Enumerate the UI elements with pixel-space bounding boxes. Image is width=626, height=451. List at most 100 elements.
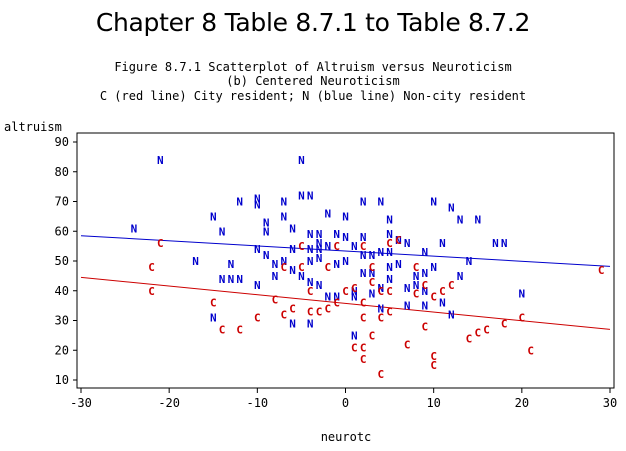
point-c: C <box>298 240 305 253</box>
fit-line-n <box>80 235 611 267</box>
point-n: N <box>369 288 376 301</box>
point-n: N <box>236 273 243 286</box>
point-n: N <box>395 258 402 271</box>
point-n: N <box>289 243 296 256</box>
point-n: N <box>351 329 358 342</box>
x-tick-label: 30 <box>603 396 617 410</box>
point-c: C <box>422 279 429 292</box>
point-c: C <box>422 320 429 333</box>
point-c: C <box>386 285 393 298</box>
point-n: N <box>422 246 429 259</box>
point-n: N <box>316 252 323 265</box>
point-n: N <box>280 196 287 209</box>
point-n: N <box>131 222 138 235</box>
point-n: N <box>263 216 270 229</box>
y-tick-label: 90 <box>55 135 69 149</box>
point-c: C <box>404 338 411 351</box>
point-n: N <box>333 228 340 241</box>
point-n: N <box>501 237 508 250</box>
point-n: N <box>439 237 446 250</box>
point-c: C <box>333 240 340 253</box>
point-n: N <box>298 154 305 167</box>
point-n: N <box>439 297 446 310</box>
point-c: C <box>439 285 446 298</box>
point-c: C <box>369 329 376 342</box>
point-n: N <box>325 291 332 304</box>
point-c: C <box>386 306 393 319</box>
point-n: N <box>466 255 473 268</box>
axes-layer: 10 20 30 40 50 60 70 80 90 -30 -20 -10 0 10 20 30 <box>55 132 617 410</box>
point-c: C <box>413 261 420 274</box>
point-n: N <box>492 237 499 250</box>
point-c: C <box>316 306 323 319</box>
point-n: N <box>254 193 261 206</box>
point-n: N <box>307 228 314 241</box>
x-tick-label: -10 <box>246 396 268 410</box>
point-c: C <box>360 240 367 253</box>
y-tick-label: 40 <box>55 284 69 298</box>
y-tick-label: 70 <box>55 195 69 209</box>
point-c: C <box>272 294 279 307</box>
point-c: C <box>307 285 314 298</box>
point-n: N <box>422 267 429 280</box>
point-n: N <box>386 273 393 286</box>
x-tick-label: 20 <box>515 396 529 410</box>
point-c: C <box>254 312 261 325</box>
fit-lines-layer <box>80 235 611 330</box>
point-n: N <box>254 243 261 256</box>
point-n: N <box>413 270 420 283</box>
point-n: N <box>430 196 437 209</box>
point-n: N <box>307 243 314 256</box>
point-c: C <box>430 359 437 372</box>
point-n: N <box>457 213 464 226</box>
point-n: N <box>404 300 411 313</box>
point-c: C <box>289 303 296 316</box>
point-c: C <box>360 341 367 354</box>
point-c: C <box>501 317 508 330</box>
point-c: C <box>219 323 226 336</box>
point-n: N <box>377 246 384 259</box>
point-n: N <box>457 270 464 283</box>
point-c: C <box>148 285 155 298</box>
point-n: N <box>280 210 287 223</box>
point-c: C <box>377 368 384 381</box>
x-tick-label: -20 <box>158 396 180 410</box>
point-n: N <box>422 285 429 298</box>
point-c: C <box>210 297 217 310</box>
point-c: C <box>413 288 420 301</box>
point-c: C <box>369 261 376 274</box>
point-n: N <box>360 231 367 244</box>
point-c: C <box>157 237 164 250</box>
point-c: C <box>298 261 305 274</box>
point-n: N <box>369 267 376 280</box>
point-n: N <box>448 309 455 322</box>
point-n: N <box>351 291 358 304</box>
y-axis-label: altruism <box>4 120 62 134</box>
point-c: C <box>386 237 393 250</box>
point-n: N <box>254 198 261 211</box>
point-n: N <box>210 312 217 325</box>
point-n: N <box>342 210 349 223</box>
fit-line-c <box>80 276 611 330</box>
point-n: N <box>448 201 455 214</box>
point-n: N <box>272 270 279 283</box>
point-n: N <box>228 258 235 271</box>
point-c: C <box>342 285 349 298</box>
point-c: C <box>236 323 243 336</box>
point-c: C <box>519 312 526 325</box>
point-c: C <box>466 332 473 345</box>
y-tick-label: 30 <box>55 314 69 328</box>
point-c: C <box>527 344 534 357</box>
point-c: C <box>325 261 332 274</box>
point-n: N <box>369 249 376 262</box>
point-n: N <box>386 261 393 274</box>
y-tick-label: 10 <box>55 373 69 387</box>
point-n: N <box>307 255 314 268</box>
point-n: N <box>316 279 323 292</box>
point-c: C <box>395 234 402 247</box>
point-c: C <box>369 276 376 289</box>
point-n: N <box>360 267 367 280</box>
point-c: C <box>148 261 155 274</box>
point-c: C <box>351 341 358 354</box>
